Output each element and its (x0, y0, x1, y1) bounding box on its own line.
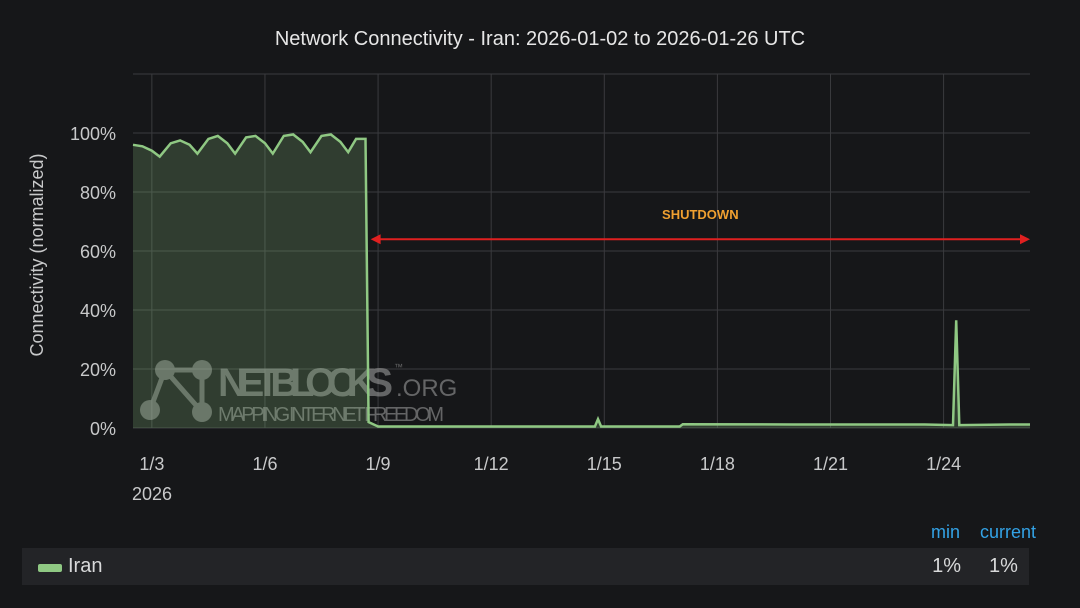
x-tick-label: 1/6 (252, 454, 277, 474)
watermark-tagline: MAPPING INTERNET FREEDOM (218, 404, 444, 426)
x-year-label: 2026 (132, 484, 172, 504)
netblocks-logo (140, 360, 212, 422)
x-tick-label: 1/15 (587, 454, 622, 474)
y-tick-label: 0% (90, 419, 116, 439)
series-area (133, 134, 1030, 428)
chart: 0% 20% 40% 60% 80% 100% 1/3 1/6 1/9 1/12 1/15 1/18 1… (27, 73, 1030, 504)
y-tick-label: 60% (80, 242, 116, 262)
arrow-head-right (1020, 234, 1030, 245)
y-tick-label: 80% (80, 183, 116, 203)
series-swatch (38, 564, 62, 572)
shutdown-label: SHUTDOWN (662, 207, 739, 222)
legend-min-value: 1% (932, 555, 961, 577)
chart-title: Network Connectivity - Iran: 2026-01-02 … (274, 28, 806, 50)
x-tick-label: 1/12 (474, 454, 509, 474)
y-tick-label: 100% (70, 124, 116, 144)
y-tick-label: 20% (80, 360, 116, 380)
arrow-head-left (370, 234, 381, 245)
y-axis-label: Connectivity (normalized) (27, 153, 47, 356)
x-tick-label: 1/21 (813, 454, 848, 474)
x-tick-label: 1/24 (926, 454, 961, 474)
watermark-suffix: .ORG (396, 375, 457, 402)
x-tick-label: 1/3 (139, 454, 164, 474)
legend-header-min: min (931, 522, 961, 542)
legend-current-value: 1% (989, 555, 1018, 577)
legend-header-current: current (980, 522, 1037, 542)
x-tick-label: 1/9 (366, 454, 391, 474)
watermark-tm: ™ (394, 362, 403, 372)
series-line (132, 133, 1030, 428)
legend-series-name: Iran (68, 555, 103, 577)
x-tick-label: 1/18 (700, 454, 735, 474)
y-tick-label: 40% (80, 301, 116, 321)
watermark-brand: NETBLOCKS (218, 361, 393, 405)
legend-item-iran[interactable]: Iran 1% 1% (22, 548, 1029, 585)
